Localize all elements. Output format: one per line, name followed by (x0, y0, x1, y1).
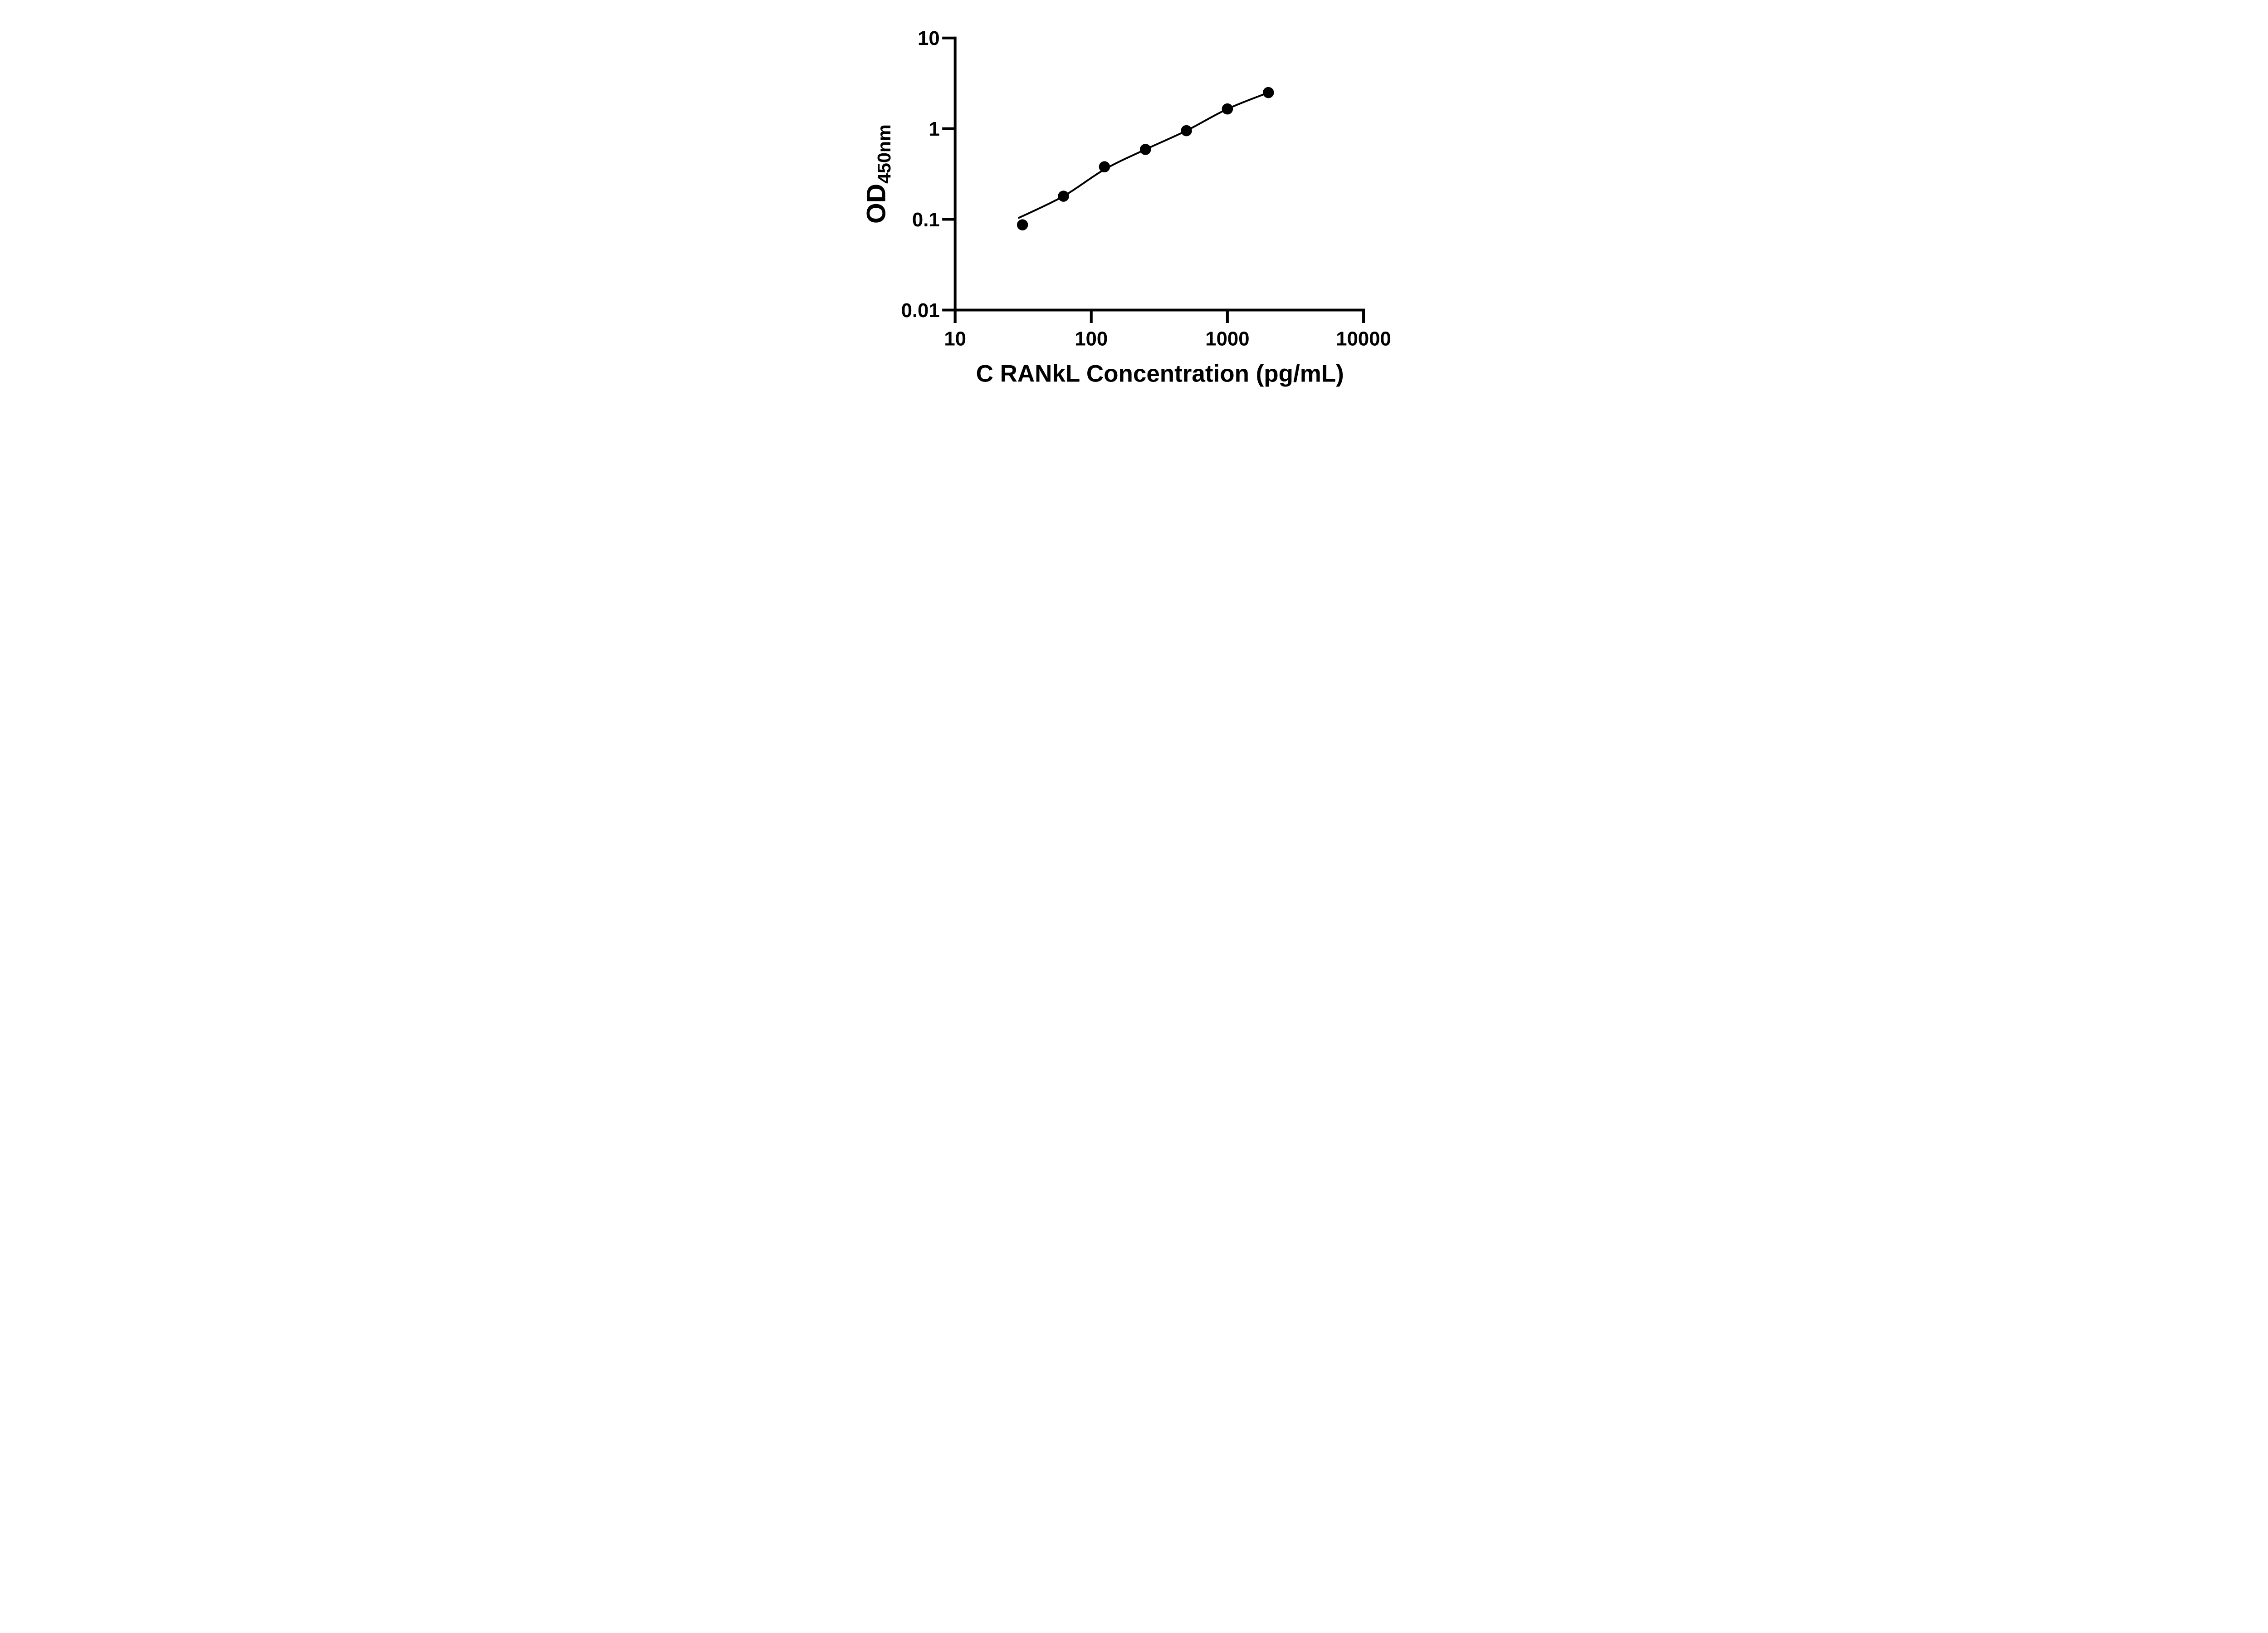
data-point-marker (1222, 103, 1233, 115)
data-point-marker (1180, 125, 1192, 137)
y-tick-label: 10 (918, 27, 940, 49)
standard-curve-figure: 10 1 0.1 0.01 10 100 1000 10000 C RANkL … (842, 0, 1426, 408)
x-ticks (953, 310, 1365, 323)
data-point-marker (1262, 87, 1274, 98)
data-point-marker (1017, 219, 1028, 230)
y-tick-label: 1 (929, 118, 939, 140)
data-points (1017, 87, 1274, 230)
y-ticks (942, 36, 955, 312)
x-tick-label: 100 (1075, 328, 1108, 350)
data-point-marker (1139, 144, 1151, 155)
x-tick-label: 1000 (1205, 328, 1249, 350)
standard-curve-chart: 10 1 0.1 0.01 10 100 1000 10000 C RANkL … (842, 0, 1426, 408)
data-point-marker (1099, 161, 1110, 172)
x-tick-label: 10 (944, 328, 966, 350)
y-tick-labels: 10 1 0.1 0.01 (901, 27, 939, 322)
y-tick-label: 0.1 (912, 209, 939, 231)
plot-area (1017, 87, 1274, 230)
x-tick-label: 10000 (1336, 328, 1391, 350)
od-label-main: OD (861, 184, 891, 224)
x-axis-title: C RANkL Concentration (pg/mL) (976, 361, 1344, 387)
y-tick-label: 0.01 (901, 299, 939, 322)
y-axis-title: OD450nm (861, 124, 894, 224)
od-label-subscript: 450nm (873, 124, 894, 184)
axes (942, 36, 1365, 323)
x-tick-labels: 10 100 1000 10000 (944, 328, 1391, 350)
data-point-marker (1057, 191, 1069, 202)
